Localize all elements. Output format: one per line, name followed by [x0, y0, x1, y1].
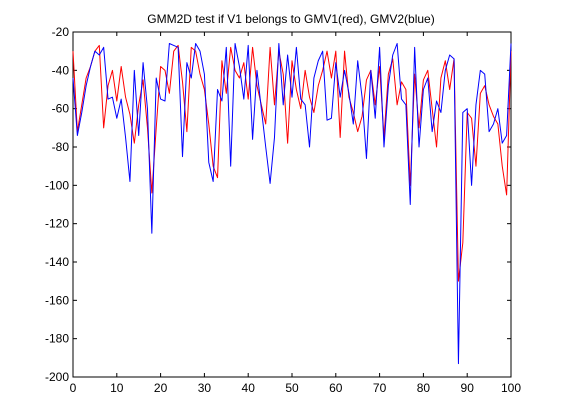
x-tick-label-6: 60 — [329, 381, 343, 395]
x-tick-label-2: 20 — [154, 381, 168, 395]
y-tick-label-2: -160 — [45, 293, 69, 307]
x-tick-label-0: 0 — [70, 381, 77, 395]
series-line-1 — [72, 43, 512, 365]
y-tick-label-9: -20 — [52, 25, 70, 39]
x-tick-label-1: 10 — [110, 381, 124, 395]
y-tick-label-1: -180 — [45, 332, 69, 346]
x-tick-label-8: 80 — [417, 381, 431, 395]
y-tick-label-7: -60 — [52, 102, 70, 116]
y-tick-label-8: -40 — [52, 63, 70, 77]
y-tick-label-3: -140 — [45, 255, 69, 269]
x-tick-label-5: 50 — [285, 381, 299, 395]
x-tick-label-7: 70 — [373, 381, 387, 395]
plot-area: 0 10 20 30 40 50 60 70 80 90 100 -200 -180 -160 -140 -1… — [45, 25, 521, 395]
x-tick-label-9: 90 — [461, 381, 475, 395]
x-tick-label-4: 40 — [242, 381, 256, 395]
x-tick-label-10: 100 — [501, 381, 521, 395]
y-tick-label-4: -120 — [45, 217, 69, 231]
series-line-0 — [72, 44, 512, 282]
chart-title: GMM2D test if V1 belongs to GMV1(red), G… — [147, 12, 434, 26]
axes-box — [72, 31, 512, 378]
y-tick-label-5: -100 — [45, 178, 69, 192]
x-tick-label-3: 30 — [198, 381, 212, 395]
y-tick-label-0: -200 — [45, 370, 69, 384]
y-tick-label-6: -80 — [52, 140, 70, 154]
